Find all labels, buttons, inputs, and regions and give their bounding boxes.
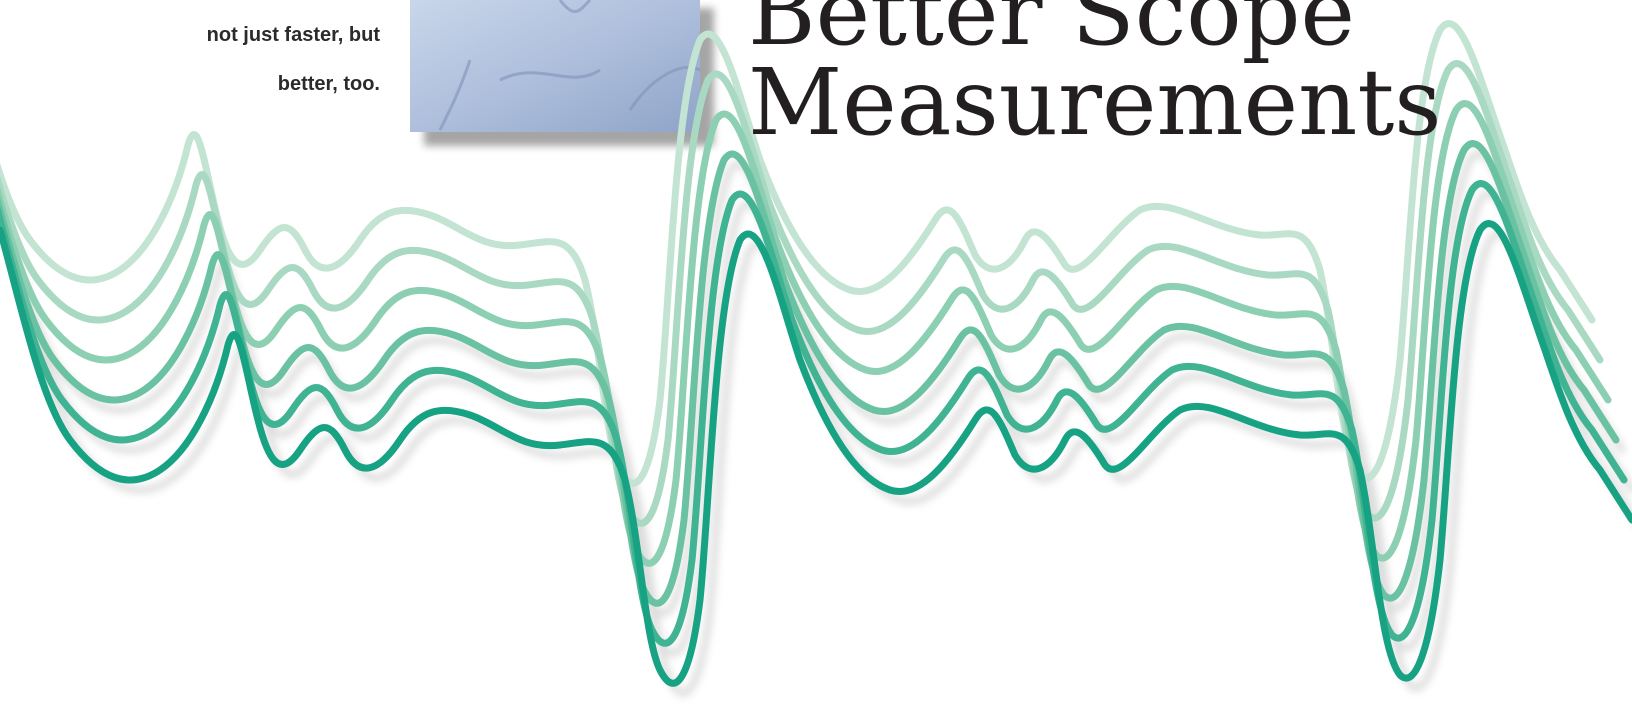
tagline-line: better, too. (278, 73, 380, 95)
photo-folds (438, 0, 701, 131)
photo (410, 0, 700, 132)
tagline-line: not just faster, but (207, 24, 381, 46)
headline-line: Measurements (748, 49, 1442, 156)
headline-line: Better Scope (748, 0, 1355, 66)
